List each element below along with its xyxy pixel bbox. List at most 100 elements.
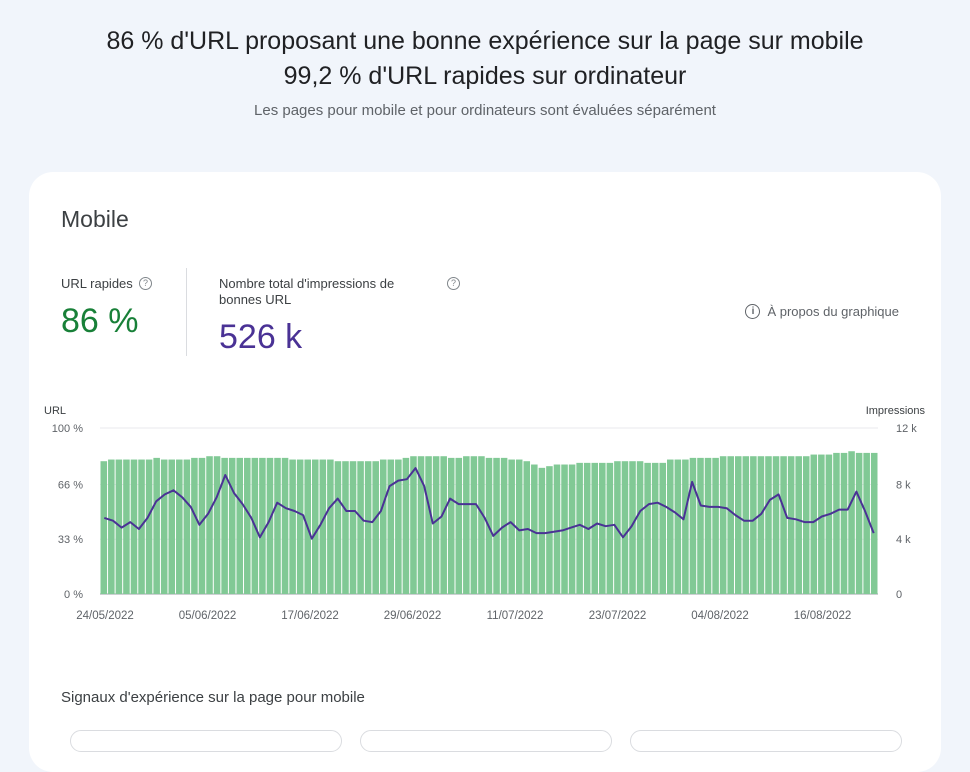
- bar: [682, 459, 689, 594]
- bar: [523, 461, 531, 594]
- bar: [818, 454, 825, 594]
- bar: [349, 461, 357, 594]
- bar: [659, 462, 667, 594]
- bar: [281, 457, 289, 594]
- left-tick-label: 33 %: [58, 534, 83, 546]
- bar: [629, 461, 636, 594]
- metric-fast-urls: URL rapides 86 %: [61, 276, 139, 341]
- bar: [795, 456, 802, 594]
- signal-chip-3[interactable]: [630, 730, 902, 752]
- bar: [697, 457, 704, 594]
- bar: [447, 457, 455, 594]
- bar: [311, 459, 319, 594]
- bar: [327, 459, 334, 594]
- bar: [742, 456, 750, 594]
- bar: [531, 464, 538, 594]
- bar: [719, 456, 727, 594]
- bar: [870, 452, 878, 594]
- bar: [810, 454, 818, 594]
- bar: [689, 457, 697, 594]
- bar: [108, 459, 115, 594]
- help-icon-fast-urls[interactable]: ?: [139, 277, 152, 290]
- bar: [402, 457, 410, 594]
- bar: [379, 459, 387, 594]
- bar: [289, 459, 296, 594]
- metric-impressions-label: Nombre total d'impressions de bonnes URL: [219, 276, 395, 307]
- bar: [259, 457, 266, 594]
- chart-bars: [100, 451, 878, 594]
- x-tick-label: 24/05/2022: [76, 610, 134, 622]
- bar: [191, 457, 198, 594]
- bar: [712, 457, 719, 594]
- bar: [606, 462, 614, 594]
- bar: [221, 457, 228, 594]
- bar: [651, 462, 659, 594]
- bar: [387, 459, 395, 594]
- chart-line: [103, 467, 875, 540]
- signal-chip-1[interactable]: [70, 730, 342, 752]
- bar: [508, 459, 515, 594]
- bar: [334, 461, 342, 594]
- bar: [478, 456, 485, 594]
- bar: [757, 456, 765, 594]
- bar: [734, 456, 742, 594]
- bar: [168, 459, 176, 594]
- bar: [493, 457, 500, 594]
- left-axis-ticks: 0 % 33 % 66 % 100 %: [52, 423, 83, 601]
- x-tick-label: 11/07/2022: [487, 610, 544, 622]
- bar: [395, 459, 402, 594]
- signal-chip-2[interactable]: [360, 730, 612, 752]
- bar: [100, 461, 108, 594]
- x-tick-label: 29/06/2022: [384, 610, 442, 622]
- bar: [470, 456, 478, 594]
- help-icon-impressions[interactable]: ?: [447, 277, 460, 290]
- metric-impressions-value: 526 k: [219, 318, 303, 356]
- bar: [780, 456, 787, 594]
- left-axis-title: URL: [44, 405, 66, 417]
- header-subtitle: Les pages pour mobile et pour ordinateur…: [254, 102, 716, 119]
- mobile-chart: URL Impressions 0 % 33 % 66 % 100 % 0 4 k 8 k…: [44, 405, 926, 622]
- left-tick-label: 0 %: [64, 589, 83, 601]
- bar: [802, 456, 810, 594]
- metric-fast-urls-label: URL rapides: [61, 276, 133, 291]
- bar: [553, 464, 561, 594]
- bar: [863, 452, 870, 594]
- bar: [296, 459, 304, 594]
- x-tick-label: 23/07/2022: [589, 610, 647, 622]
- bar: [372, 461, 379, 594]
- bar: [515, 459, 523, 594]
- bar: [410, 456, 417, 594]
- bar: [787, 456, 795, 594]
- bar: [636, 461, 644, 594]
- left-tick-label: 66 %: [58, 479, 83, 491]
- bar: [644, 462, 651, 594]
- bar: [833, 452, 840, 594]
- right-axis-title: Impressions: [866, 405, 926, 417]
- about-chart-link[interactable]: i À propos du graphique: [745, 304, 899, 319]
- bar: [840, 452, 848, 594]
- bar: [123, 459, 130, 594]
- bar: [417, 456, 425, 594]
- bar: [538, 467, 546, 594]
- right-tick-label: 0: [896, 589, 902, 601]
- impressions-line: [103, 467, 875, 540]
- x-tick-label: 17/06/2022: [281, 610, 339, 622]
- left-tick-label: 100 %: [52, 423, 83, 435]
- bar: [576, 462, 583, 594]
- bar: [674, 459, 682, 594]
- about-chart-label: À propos du graphique: [767, 304, 899, 319]
- right-axis-ticks: 0 4 k 8 k 12 k: [896, 423, 917, 601]
- bar: [727, 456, 734, 594]
- bar: [848, 451, 855, 594]
- bar: [546, 466, 553, 594]
- bar: [425, 456, 432, 594]
- bar: [244, 457, 251, 594]
- bar: [357, 461, 364, 594]
- bar: [455, 457, 463, 594]
- bar: [599, 462, 606, 594]
- bar: [432, 456, 440, 594]
- bar: [568, 464, 576, 594]
- metric-divider: [186, 268, 187, 356]
- bar: [855, 452, 863, 594]
- bar: [667, 459, 674, 594]
